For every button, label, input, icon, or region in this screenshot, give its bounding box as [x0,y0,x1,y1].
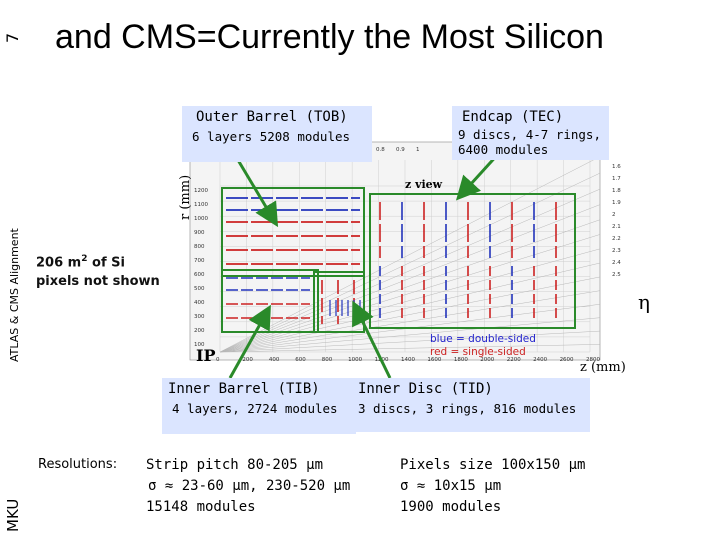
slide-title: and CMS=Currently the Most Silicon [55,18,604,56]
r-tick: 900 [194,230,205,236]
view-label: z view [405,178,443,191]
eta-line [219,330,601,353]
tec-name: Endcap (TEC) [462,109,564,125]
z-tick: 2200 [507,357,521,363]
legend-blue: blue = double-sided [430,333,536,345]
r-tick: 500 [194,286,205,292]
eta-line [219,276,601,353]
r-tick: 1100 [194,202,208,208]
z-tick: 2000 [480,357,494,363]
tob-arrow [230,149,279,228]
z-axis-label: z (mm) [580,360,626,375]
diagram-legend: blue = double-sided red = single-sided [430,333,536,359]
strip-line-3: 15148 modules [146,499,256,515]
r-tick: 700 [194,258,205,264]
z-tick: 1800 [454,357,468,363]
eta-tick-top: 1 [416,147,420,153]
eta-line [219,317,601,353]
z-tick: 1000 [348,357,362,363]
z-tick: 2400 [533,357,547,363]
eta-symbol: η [638,290,650,314]
callout-inner-barrel: Inner Barrel (TIB) 4 layers, 2724 module… [162,378,356,434]
eta-line [219,172,601,353]
eta-line [219,219,601,353]
eta-tick-right: 1.7 [612,176,621,182]
eta-tick-right: 2.4 [612,260,621,266]
eta-tick-right: 2.1 [612,224,621,230]
tib-detail: 4 layers, 2724 modules [172,401,338,416]
pixels-note: 206 m2 of Si pixels not shown [36,250,160,291]
tob-detail: 6 layers 5208 modules [192,129,351,144]
z-tick: 800 [322,357,333,363]
tec-detail-2: 6400 modules [458,142,549,157]
r-tick: 600 [194,272,205,278]
z-tick: 1600 [427,357,441,363]
r-tick: 200 [194,328,205,334]
tob-name: Outer Barrel (TOB) [196,109,348,125]
r-tick: 100 [194,342,205,348]
eta-tick-right: 2.2 [612,236,621,242]
diagram-grid [219,160,591,353]
z-tick: 0 [216,357,220,363]
pixel-line-3: 1900 modules [400,499,502,515]
z-tick: 1400 [401,357,415,363]
pixels-note-rest: of Si [87,255,125,271]
eta-line [219,290,601,353]
z-tick: 400 [269,357,280,363]
z-tick: 200 [242,357,253,363]
r-tick: 1000 [194,216,208,222]
eta-tick-right: 2.3 [612,248,621,254]
strip-resolution: Strip pitch 80-205 µm σ ≈ 23-60 µm, 230-… [146,455,350,518]
tec-detail-1: 9 discs, 4-7 rings, [458,127,601,142]
tid-name: Inner Disc (TID) [358,381,493,397]
z-tick: 2800 [586,357,600,363]
eta-tick-right: 1.8 [612,188,621,194]
strip-line-2: σ ≈ 23-60 µm, 230-520 µm [148,478,351,494]
tob-box [221,187,365,277]
pixels-note-area: 206 m [36,255,82,271]
eta-tick-right: 2.5 [612,272,621,278]
eta-line [219,262,601,353]
eta-tick-top: 0.8 [376,147,385,153]
eta-line [219,344,601,353]
tid-detail: 3 discs, 3 rings, 816 modules [358,401,577,416]
eta-line [219,204,601,353]
ip-label: IP [196,346,216,365]
pixel-resolution: Pixels size 100x150 µm σ ≈ 10x15 µm 1900… [400,455,585,518]
eta-line [219,248,601,353]
callout-inner-disc: Inner Disc (TID) 3 discs, 3 rings, 816 m… [352,378,590,432]
eta-tick-top: 0.9 [396,147,405,153]
strip-line-1: Strip pitch 80-205 µm [146,457,324,473]
callout-endcap: Endcap (TEC) 9 discs, 4-7 rings, 6400 mo… [452,106,609,160]
eta-tick-right: 1.9 [612,200,621,206]
eta-line [219,156,601,353]
pixel-line-1: Pixels size 100x150 µm [400,457,586,473]
pixels-note-line2: pixels not shown [36,274,160,290]
tib-arrow [228,304,271,379]
z-tick: 600 [295,357,306,363]
tib-box [221,269,319,333]
callout-outer-barrel: Outer Barrel (TOB) 6 layers 5208 modules [182,106,372,162]
tid-arrow [352,300,392,379]
eta-tick-right: 1.6 [612,164,621,170]
eta-tick-right: 2 [612,212,616,218]
r-tick: 800 [194,244,205,250]
z-tick: 2600 [560,357,574,363]
resolutions-label: Resolutions: [38,457,118,472]
r-tick: 300 [194,314,205,320]
r-axis-label: r (mm) [178,174,193,220]
eta-line [219,188,601,353]
legend-red: red = single-sided [430,346,526,358]
r-tick: 400 [194,300,205,306]
module-layers [226,197,557,324]
pixels-note-sup: 2 [81,254,88,264]
pixel-line-2: σ ≈ 10x15 µm [400,478,502,494]
tib-name: Inner Barrel (TIB) [168,381,320,397]
r-tick: 1200 [194,188,208,194]
